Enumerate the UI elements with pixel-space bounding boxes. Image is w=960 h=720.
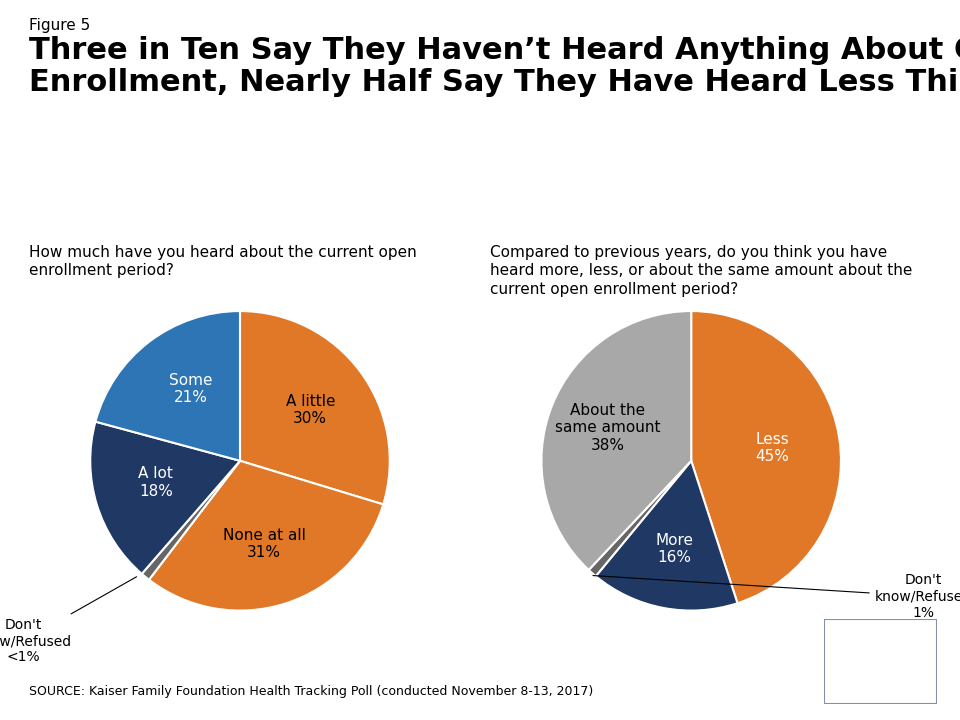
Text: SOURCE: Kaiser Family Foundation Health Tracking Poll (conducted November 8-13, : SOURCE: Kaiser Family Foundation Health … [29,685,593,698]
Text: Compared to previous years, do you think you have
heard more, less, or about the: Compared to previous years, do you think… [490,245,912,297]
Wedge shape [240,311,390,505]
Text: How much have you heard about the current open
enrollment period?: How much have you heard about the curren… [29,245,417,279]
Text: THE HENRY J.: THE HENRY J. [853,631,907,639]
Text: About the
same amount
38%: About the same amount 38% [555,402,660,453]
Text: Three in Ten Say They Haven’t Heard Anything About Open
Enrollment, Nearly Half : Three in Ten Say They Haven’t Heard Anyt… [29,36,960,97]
Text: Less
45%: Less 45% [756,432,789,464]
Wedge shape [588,461,691,576]
Wedge shape [691,311,841,603]
Wedge shape [149,461,383,611]
Wedge shape [541,311,691,570]
Text: A little
30%: A little 30% [285,394,335,426]
Text: None at all
31%: None at all 31% [223,528,305,560]
Text: Some
21%: Some 21% [169,373,213,405]
Wedge shape [596,461,737,611]
Text: FAMILY: FAMILY [844,663,917,680]
Text: FOUNDATION: FOUNDATION [853,687,907,695]
Wedge shape [90,422,240,574]
Wedge shape [95,311,240,461]
Text: Don't
know/Refused
1%: Don't know/Refused 1% [593,573,960,619]
Text: Figure 5: Figure 5 [29,18,90,33]
Text: A lot
18%: A lot 18% [138,467,174,499]
Text: Don't
know/Refused
<1%: Don't know/Refused <1% [0,577,136,665]
Wedge shape [142,461,240,580]
Text: KAISER: KAISER [844,644,917,662]
Text: More
16%: More 16% [656,533,693,565]
